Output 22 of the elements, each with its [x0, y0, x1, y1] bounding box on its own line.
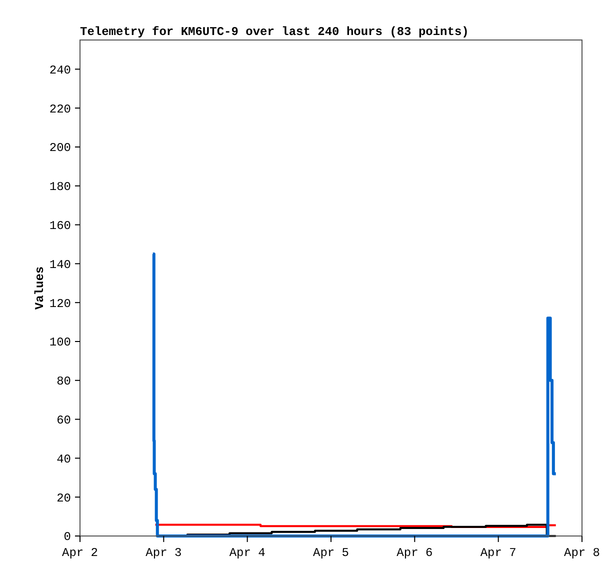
- y-tick-label: 140: [49, 258, 71, 272]
- y-tick-label: 60: [56, 413, 71, 428]
- x-tick-label: Apr 5: [312, 546, 350, 560]
- y-tick-label: 240: [49, 63, 71, 78]
- chart-title: Telemetry for KM6UTC-9 over last 240 hours (83 points): [80, 25, 469, 39]
- x-tick-label: Apr 7: [480, 546, 516, 560]
- y-tick-label: 120: [49, 296, 71, 311]
- y-tick-label: 80: [56, 374, 71, 389]
- x-tick-label: Apr 4: [229, 546, 266, 560]
- y-tick-label: 100: [49, 336, 71, 350]
- y-tick-label: 0: [64, 530, 71, 544]
- x-tick-label: Apr 6: [396, 546, 433, 560]
- y-axis-title: Values: [33, 266, 47, 310]
- y-tick-label: 220: [49, 102, 71, 116]
- y-tick-label: 20: [56, 491, 71, 506]
- x-tick-label: Apr 8: [564, 546, 600, 560]
- y-tick-label: 40: [56, 452, 71, 466]
- y-tick-label: 180: [49, 180, 71, 194]
- x-tick-label: Apr 3: [146, 546, 182, 560]
- y-tick-label: 200: [49, 141, 71, 156]
- y-tick-label: 160: [49, 218, 71, 233]
- x-tick-label: Apr 2: [62, 546, 98, 560]
